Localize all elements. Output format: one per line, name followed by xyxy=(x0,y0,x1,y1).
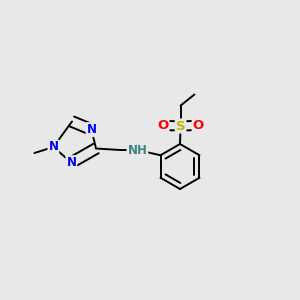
Text: S: S xyxy=(176,119,185,133)
Text: N: N xyxy=(48,140,59,154)
Text: N: N xyxy=(66,156,76,169)
Text: O: O xyxy=(193,119,204,132)
Text: O: O xyxy=(157,119,169,132)
Text: N: N xyxy=(86,123,97,136)
Text: NH: NH xyxy=(128,143,147,157)
